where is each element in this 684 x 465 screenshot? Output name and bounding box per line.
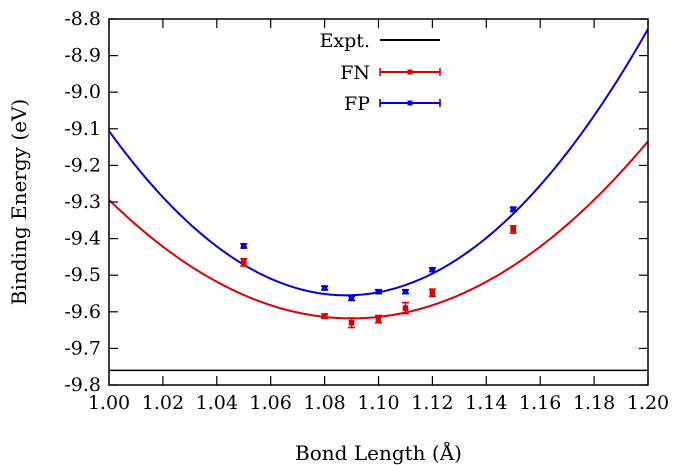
y-tick-label: -9.6 (64, 301, 101, 323)
x-tick-label: 1.16 (519, 392, 561, 414)
y-tick-label: -9.5 (64, 264, 101, 286)
point-marker (240, 259, 247, 266)
y-tick-label: -9.0 (64, 81, 101, 103)
point-marker (348, 295, 355, 302)
data-point-fn (375, 314, 382, 324)
point-marker (510, 206, 517, 213)
y-tick-label: -9.2 (64, 154, 101, 176)
legend-label-fp: FP (344, 93, 370, 115)
x-tick-label: 1.20 (627, 392, 669, 414)
point-marker (375, 288, 382, 295)
x-tick-label: 1.04 (196, 392, 238, 414)
legend-label-expt: Expt. (320, 30, 370, 52)
point-marker (510, 226, 517, 233)
data-point-fp (375, 288, 382, 295)
point-marker (429, 266, 436, 273)
point-marker (402, 305, 409, 311)
point-marker (429, 289, 436, 296)
legend-swatch-marker (407, 69, 413, 75)
x-tick-label: 1.10 (357, 392, 399, 414)
point-marker (375, 316, 382, 322)
point-marker (240, 243, 247, 249)
x-tick-label: 1.00 (88, 392, 130, 414)
point-marker (348, 319, 355, 326)
y-tick-label: -9.3 (64, 191, 101, 213)
legend-swatch-marker (407, 100, 413, 106)
data-point-fp (348, 295, 356, 302)
data-point-fp (240, 242, 248, 249)
point-marker (321, 313, 328, 319)
data-point-fn (509, 224, 517, 234)
y-tick-label: -9.1 (64, 118, 101, 140)
x-tick-label: 1.14 (465, 392, 507, 414)
y-tick-label: -8.8 (64, 8, 101, 30)
y-tick-label: -9.8 (64, 374, 101, 396)
y-tick-label: -9.4 (64, 228, 101, 250)
data-point-fp (321, 285, 329, 291)
data-point-fn (321, 313, 329, 320)
data-point-fp (509, 206, 517, 213)
data-point-fn (240, 257, 248, 267)
tick-labels: 1.00 1.02 1.04 1.06 1.08 1.10 1.12 1.14 1.16 1.18… (64, 8, 669, 414)
y-tick-label: -8.9 (64, 45, 101, 67)
x-tick-label: 1.08 (303, 392, 345, 414)
data-point-fn (348, 317, 356, 329)
data-points (240, 206, 517, 329)
x-axis-title: Bond Length (Å) (295, 440, 462, 465)
plot-frame (108, 18, 649, 386)
point-marker (321, 285, 328, 291)
data-point-fp (401, 288, 409, 295)
point-marker (402, 288, 409, 295)
data-point-fn (428, 288, 436, 298)
x-tick-label: 1.12 (411, 392, 453, 414)
data-point-fn (401, 301, 409, 315)
fit-curve-fp (109, 28, 648, 297)
data-point-fp (428, 266, 436, 273)
legend-label-fn: FN (340, 62, 370, 84)
legend: Expt. FN FP (320, 30, 441, 115)
y-axis-title: Binding Energy (eV) (7, 99, 31, 305)
x-tick-label: 1.18 (573, 392, 615, 414)
axis-ticks (108, 18, 649, 386)
y-tick-label: -9.7 (64, 337, 101, 359)
x-tick-label: 1.02 (142, 392, 184, 414)
x-tick-label: 1.06 (250, 392, 292, 414)
fit-curves (109, 28, 648, 320)
